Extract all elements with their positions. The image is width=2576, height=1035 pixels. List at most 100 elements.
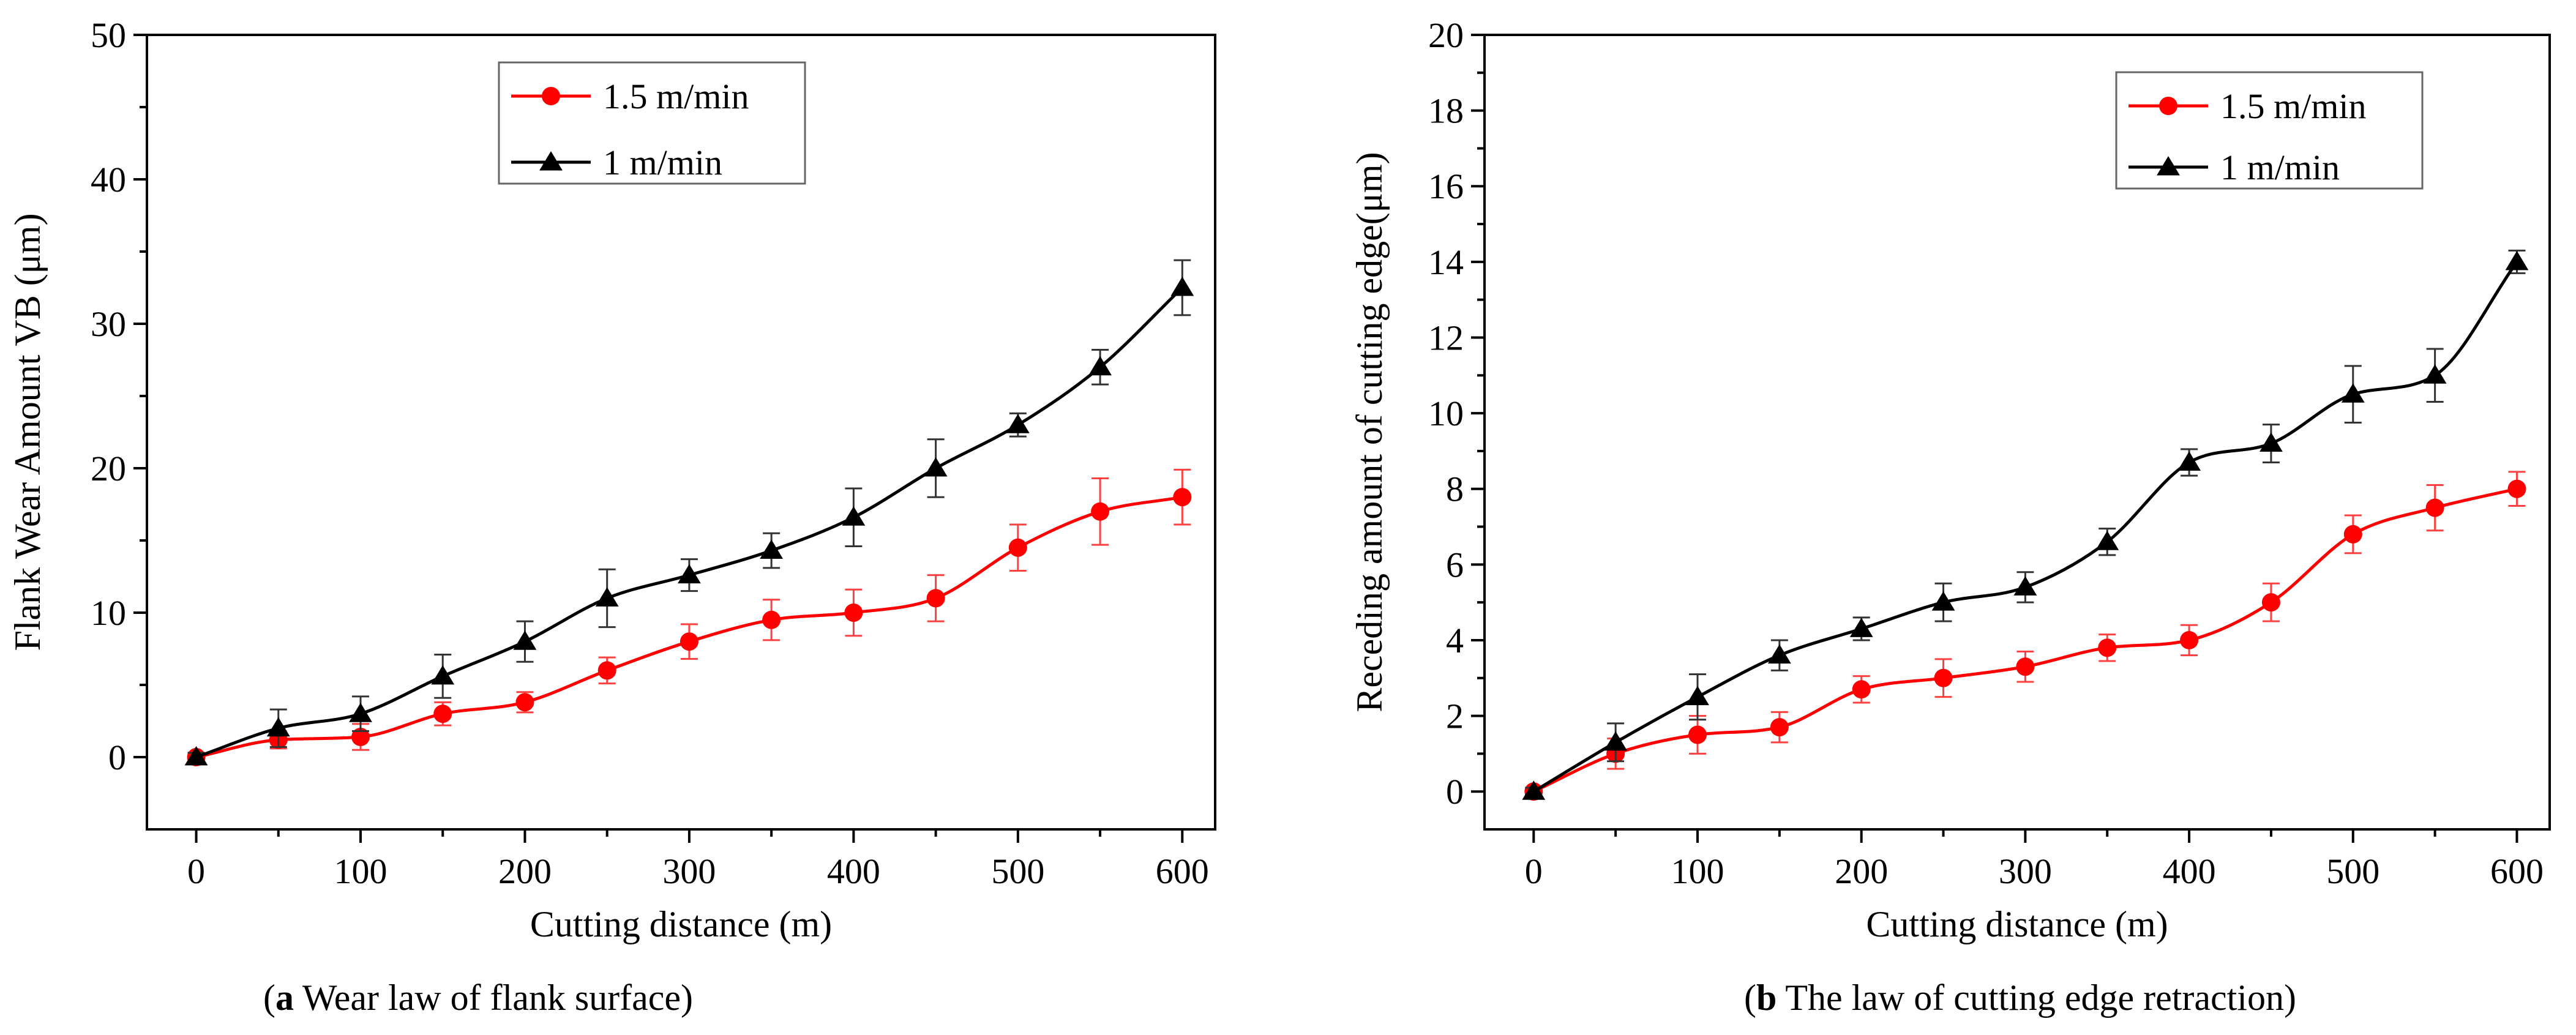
chart-edge-retraction: 0 100 200 300 400 500 600 0 2 4 6 8 10 12 14 16 18 20 Cutt… xyxy=(1349,15,2551,944)
data-point xyxy=(760,539,784,559)
x-tick-label: 400 xyxy=(2163,851,2216,891)
data-point xyxy=(2341,383,2365,403)
data-point xyxy=(2013,576,2037,596)
data-point xyxy=(680,632,698,651)
data-point xyxy=(1849,618,1873,637)
data-point xyxy=(1170,277,1194,296)
data-point xyxy=(2423,364,2447,384)
caption-b: (b The law of cutting edge retraction) xyxy=(1744,977,2296,1018)
data-point xyxy=(1008,538,1027,557)
x-tick-label: 100 xyxy=(1671,851,1724,891)
legend-label: 1.5 m/min xyxy=(2220,86,2366,126)
data-point xyxy=(924,457,948,477)
y-tick-label: 0 xyxy=(108,738,126,777)
series-black xyxy=(184,259,1194,766)
data-point xyxy=(842,506,866,526)
x-tick-label: 100 xyxy=(334,851,388,891)
chart-flank-wear: 0 100 200 300 400 500 600 0 10 20 30 40 50 Cutting di… xyxy=(7,15,1216,944)
legend-label: 1.5 m/min xyxy=(603,77,749,116)
data-point xyxy=(2343,525,2362,544)
series-line xyxy=(195,286,1184,759)
data-point xyxy=(844,603,863,622)
data-point xyxy=(1686,686,1709,706)
x-tick-label: 600 xyxy=(2490,851,2544,891)
legend-marker xyxy=(2157,156,2180,176)
y-tick-label: 4 xyxy=(1446,621,1464,660)
legend-marker xyxy=(539,151,563,171)
data-point xyxy=(266,717,290,737)
x-tick-label: 500 xyxy=(991,851,1044,891)
data-point xyxy=(1688,725,1707,744)
data-point xyxy=(597,661,616,680)
data-point xyxy=(2098,638,2117,657)
plot-frame xyxy=(146,34,1216,831)
y-tick-label: 14 xyxy=(1428,242,1464,282)
legend: 1.5 m/min 1 m/min xyxy=(498,61,806,185)
data-point xyxy=(515,693,534,712)
y-tick-label: 10 xyxy=(1428,394,1464,433)
data-point xyxy=(595,587,619,607)
data-point xyxy=(2505,250,2529,271)
x-axis-label: Cutting distance (m) xyxy=(530,904,832,944)
data-point xyxy=(2507,479,2526,498)
y-tick-label: 20 xyxy=(91,449,126,488)
data-point xyxy=(2095,531,2119,550)
data-point xyxy=(926,589,945,608)
x-tick-label: 600 xyxy=(1156,851,1209,891)
data-point xyxy=(431,665,455,685)
legend-marker xyxy=(2159,97,2177,115)
y-tick-label: 30 xyxy=(91,304,126,344)
data-point xyxy=(2261,593,2280,612)
x-tick-label: 0 xyxy=(1525,851,1543,891)
y-tick-label: 10 xyxy=(91,593,126,633)
data-point xyxy=(762,610,781,629)
data-point xyxy=(2260,432,2283,452)
series-red xyxy=(1524,471,2526,801)
data-point xyxy=(678,564,701,584)
y-tick-label: 6 xyxy=(1446,545,1464,585)
data-point xyxy=(433,704,452,723)
series-red xyxy=(187,468,1192,766)
legend-label: 1 m/min xyxy=(603,143,722,182)
legend-marker xyxy=(542,87,560,105)
data-point xyxy=(1091,502,1110,521)
y-tick-label: 8 xyxy=(1446,469,1464,509)
series-black xyxy=(1522,249,2529,800)
x-tick-label: 200 xyxy=(498,851,552,891)
data-point xyxy=(1934,668,1953,687)
x-tick-label: 400 xyxy=(827,851,880,891)
caption-a: (a Wear law of flank surface) xyxy=(263,977,693,1018)
plot-frame xyxy=(1483,34,2551,831)
x-tick-label: 0 xyxy=(187,851,205,891)
data-point xyxy=(2177,451,2201,471)
data-point xyxy=(1931,591,1955,611)
data-point xyxy=(1173,488,1192,507)
data-point xyxy=(349,703,372,722)
data-point xyxy=(184,746,208,766)
series-line xyxy=(1533,487,2518,793)
y-tick-label: 40 xyxy=(91,160,126,200)
x-tick-label: 300 xyxy=(662,851,716,891)
y-axis-label: Receding amount of cutting edge(μm) xyxy=(1349,152,1390,712)
legend: 1.5 m/min 1 m/min xyxy=(2115,71,2424,190)
legend-label: 1 m/min xyxy=(2220,148,2340,187)
x-tick-label: 300 xyxy=(1999,851,2052,891)
x-tick-label: 200 xyxy=(1835,851,1888,891)
data-point xyxy=(1522,780,1546,800)
data-point xyxy=(1852,680,1871,699)
data-point xyxy=(2016,657,2035,676)
x-tick-label: 500 xyxy=(2326,851,2379,891)
y-tick-label: 50 xyxy=(91,15,126,55)
y-axis-label: Flank Wear Amount VB (μm) xyxy=(7,213,48,651)
y-tick-label: 20 xyxy=(1428,15,1464,55)
data-point xyxy=(1770,718,1789,737)
data-point xyxy=(1604,731,1628,751)
data-point xyxy=(1006,414,1030,433)
data-point xyxy=(513,630,537,650)
data-point xyxy=(2425,498,2444,517)
data-point xyxy=(1088,356,1112,376)
y-tick-label: 12 xyxy=(1428,318,1464,357)
y-tick-label: 2 xyxy=(1446,697,1464,736)
data-point xyxy=(1767,644,1791,664)
